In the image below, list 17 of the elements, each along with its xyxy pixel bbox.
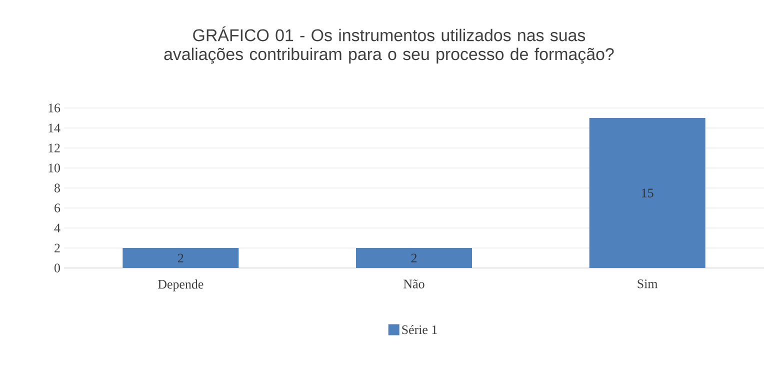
chart-title: GRÁFICO 01 - Os instrumentos utilizados nas suas avaliações contribuiram para o seu processo de formação? — [164, 26, 614, 64]
x-tick-label: Sim — [638, 280, 658, 288]
data-label: 15 — [642, 188, 654, 198]
data-label: 2 — [411, 254, 417, 262]
y-tick-label: 10 — [48, 164, 60, 172]
y-tick-label: 12 — [48, 144, 60, 152]
y-tick-label: 4 — [54, 224, 60, 232]
y-tick-label: 2 — [54, 244, 60, 252]
data-label: 2 — [178, 254, 184, 262]
y-tick-label: 6 — [54, 204, 60, 212]
legend-label: Série 1 — [402, 324, 437, 334]
x-tick-label: Não — [404, 280, 424, 288]
y-tick-label: 14 — [48, 124, 60, 132]
y-tick-label: 8 — [54, 184, 60, 192]
x-tick-label: Depende — [158, 280, 204, 292]
y-tick-label: 16 — [48, 104, 60, 112]
y-tick-label: 0 — [54, 264, 60, 272]
